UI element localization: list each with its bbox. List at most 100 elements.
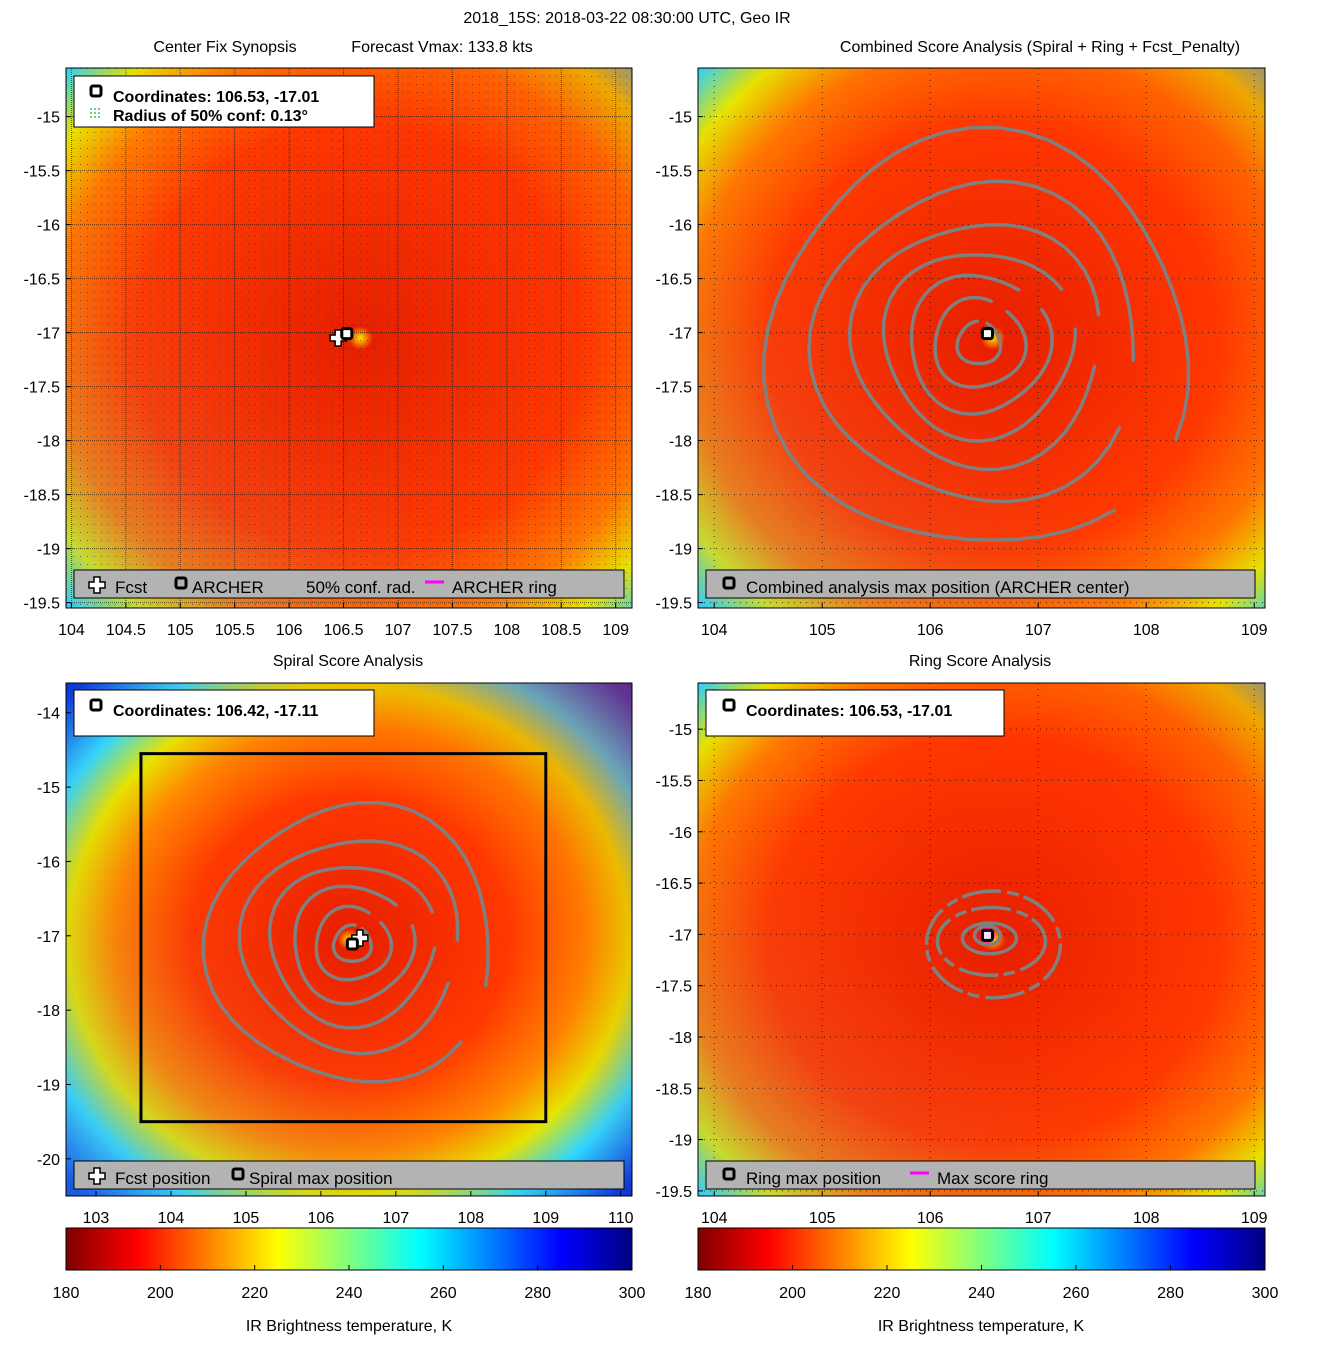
ring-y-tick-label: -17 <box>669 927 692 944</box>
center-fix-x-tick-label: 104 <box>58 622 85 639</box>
colorbar-tick-label: 180 <box>53 1285 80 1302</box>
archer-square-icon <box>722 1167 736 1181</box>
combined-y-tick-label: -16 <box>669 218 692 235</box>
legend-combined-max: Combined analysis max position (ARCHER c… <box>746 578 1130 597</box>
legend-fcst: Fcst <box>115 578 147 597</box>
score-contour-line <box>762 125 1191 542</box>
center-fix-title-left: Center Fix Synopsis <box>153 39 296 56</box>
combined-y-tick-label: -17 <box>669 326 692 343</box>
spiral-x-ticks: 103 104 105 106 107 108 109 110 <box>83 1191 634 1227</box>
spiral-y-tick-label: -15 <box>37 780 60 797</box>
center-fix-x-ticks: 104 104.5 105 105.5 106 106.5 107 107.5 108 108.5… <box>58 603 629 639</box>
center-fix-y-tick-label: -18.5 <box>24 488 61 505</box>
ring-y-tick-label: -18.5 <box>656 1081 693 1098</box>
combined-y-tick-label: -18 <box>669 434 692 451</box>
ring-y-ticks: -15 -15.5 -16 -16.5 -17 -17.5 -18 -18.5 -19 -19.5 <box>656 722 703 1201</box>
legend-max-score-ring: Max score ring <box>937 1169 1048 1188</box>
center-fix-y-tick-label: -17 <box>37 326 60 343</box>
colorbar-tick-label: 220 <box>241 1285 268 1302</box>
spiral-title: Spiral Score Analysis <box>273 653 423 670</box>
combined-y-tick-label: -15 <box>669 110 692 127</box>
ring-score-contour <box>935 905 1048 978</box>
combined-x-tick-label: 106 <box>917 622 944 639</box>
combined-y-tick-label: -18.5 <box>656 488 693 505</box>
ring-y-tick-label: -16 <box>669 825 692 842</box>
colorbar-tick-label: 200 <box>779 1285 806 1302</box>
center-fix-y-tick-label: -16 <box>37 218 60 235</box>
center-fix-coordinates: Coordinates: 106.53, -17.01 <box>113 89 319 106</box>
legend-conf-rad: 50% conf. rad. <box>306 578 416 597</box>
spiral-x-tick-label: 108 <box>457 1210 484 1227</box>
spiral-y-tick-label: -16 <box>37 854 60 871</box>
center-fix-x-tick-label: 108 <box>493 622 520 639</box>
combined-axes-frame <box>697 67 1266 609</box>
colorbar-tick-label: 240 <box>968 1285 995 1302</box>
center-fix-legend: Fcst ARCHER 50% conf. rad. ARCHER ring <box>73 569 625 599</box>
archer-square-icon <box>174 576 188 590</box>
ring-score-contour <box>924 889 1063 1000</box>
colorbar-tick-label: 200 <box>147 1285 174 1302</box>
score-contour-line <box>847 222 1101 472</box>
ring-x-tick-label: 104 <box>701 1210 728 1227</box>
spiral-y-tick-label: -19 <box>37 1077 60 1094</box>
ring-info-box: Coordinates: 106.53, -17.01 <box>705 689 1005 737</box>
combined-title: Combined Score Analysis (Spiral + Ring +… <box>840 39 1240 56</box>
fcst-plus-icon <box>88 1167 106 1185</box>
legend-fcst-position: Fcst position <box>115 1169 210 1188</box>
combined-x-tick-label: 104 <box>701 622 728 639</box>
combined-y-tick-label: -17.5 <box>656 380 693 397</box>
spiral-y-tick-label: -20 <box>37 1152 60 1169</box>
spiral-y-tick-label: -17 <box>37 929 60 946</box>
ring-x-tick-label: 106 <box>917 1210 944 1227</box>
legend-ring-max: Ring max position <box>746 1169 881 1188</box>
spiral-panel: Spiral Score Analysis 103 104 105 106 107 108… <box>37 653 634 1227</box>
archer-square-icon <box>89 698 103 712</box>
combined-y-tick-label: -19.5 <box>656 596 693 613</box>
spiral-axes-frame <box>65 682 633 1197</box>
fcst-position-marker <box>351 929 369 947</box>
combined-markers <box>980 327 994 341</box>
combined-y-tick-label: -16.5 <box>656 272 693 289</box>
ring-y-tick-label: -15.5 <box>656 773 693 790</box>
ring-y-tick-label: -17.5 <box>656 979 693 996</box>
combined-x-ticks: 104 105 106 107 108 109 <box>701 603 1268 639</box>
spiral-x-tick-label: 104 <box>158 1210 185 1227</box>
center-fix-markers <box>329 327 354 347</box>
spiral-info-box: Coordinates: 106.42, -17.11 <box>73 689 375 737</box>
colorbar-tick-label: 240 <box>336 1285 363 1302</box>
spiral-x-tick-label: 110 <box>608 1210 634 1227</box>
spiral-x-tick-label: 109 <box>532 1210 559 1227</box>
archer-square-icon <box>722 698 736 712</box>
score-contour-line <box>237 839 460 1056</box>
center-fix-y-ticks: -15 -15.5 -16 -16.5 -17 -17.5 -18 -18.5 -19 -19.5 <box>24 110 71 613</box>
spiral-contours <box>201 800 490 1084</box>
ring-x-tick-label: 105 <box>809 1210 836 1227</box>
colorbar-right: 180 200 220 240 260 280 300 IR Brightness temp… <box>685 1227 1278 1335</box>
center-fix-x-tick-label: 107 <box>385 622 412 639</box>
archer-center-marker <box>340 327 354 341</box>
combined-y-ticks: -15 -15.5 -16 -16.5 -17 -17.5 -18 -18.5 -19 -19.5 <box>656 110 703 613</box>
center-fix-y-tick-label: -17.5 <box>24 380 61 397</box>
ring-y-tick-label: -15 <box>669 722 692 739</box>
figure-title: 2018_15S: 2018-03-22 08:30:00 UTC, Geo I… <box>463 10 790 27</box>
colorbar-tick-label: 300 <box>619 1285 646 1302</box>
score-contour-line <box>933 295 1028 389</box>
score-contour-line <box>807 179 1136 504</box>
archer-square-icon <box>231 1167 245 1181</box>
legend-spiral-max: Spiral max position <box>249 1169 393 1188</box>
spiral-x-tick-label: 107 <box>383 1210 410 1227</box>
colorbar-right-ticks: 180 200 220 240 260 280 300 <box>685 1265 1278 1302</box>
colorbar-left-label: IR Brightness temperature, K <box>246 1318 453 1335</box>
spiral-markers <box>345 929 369 951</box>
ring-y-tick-label: -19.5 <box>656 1184 693 1201</box>
archer-center-marker <box>345 937 359 951</box>
colorbar-left: 180 200 220 240 260 280 300 IR Brightness temp… <box>53 1227 646 1335</box>
center-fix-x-tick-label: 108.5 <box>541 622 581 639</box>
archer-center-marker <box>980 327 994 341</box>
green-dashed-icon <box>90 108 100 118</box>
spiral-y-ticks: -14 -15 -16 -17 -18 -19 -20 <box>37 706 71 1169</box>
center-fix-gridlines <box>66 68 632 608</box>
combined-contours <box>762 125 1191 542</box>
ring-x-tick-label: 108 <box>1133 1210 1160 1227</box>
